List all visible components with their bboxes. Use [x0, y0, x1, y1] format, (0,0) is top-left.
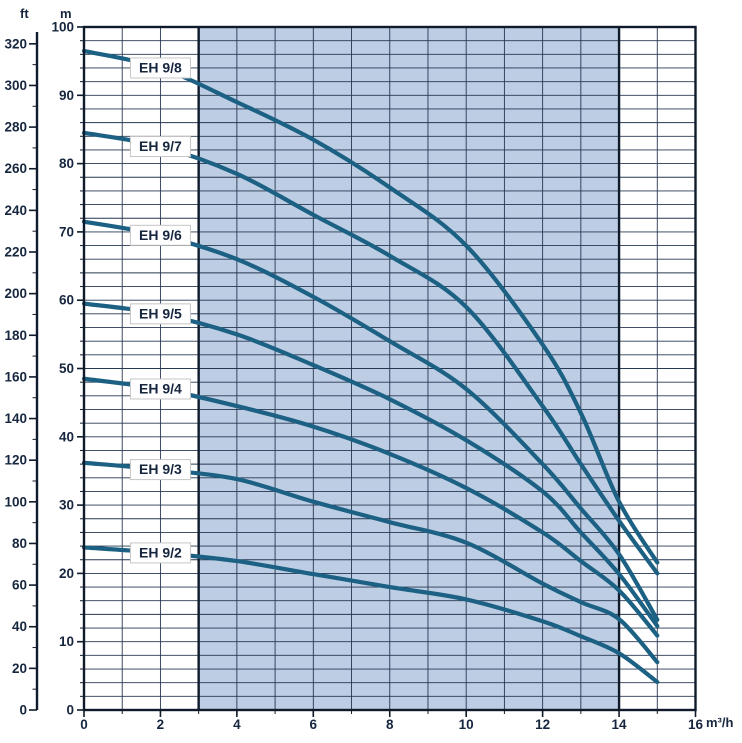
curve-label-eh-9-4: EH 9/4 [139, 380, 182, 396]
ft-axis-tick-label: 0 [19, 703, 27, 718]
curve-eh-9-5 [81, 301, 660, 629]
flow-axis-tick-label: 0 [80, 717, 88, 732]
curve-eh-9-8 [81, 48, 660, 565]
m-axis-tick-label: 80 [59, 156, 74, 171]
curve-eh-9-3 [81, 460, 660, 665]
flow-axis-tick-label: 10 [459, 717, 474, 732]
flow-axis-tick-label: 2 [157, 717, 165, 732]
m-axis-tick-label: 50 [59, 361, 74, 376]
flow-axis-tick-label: 14 [612, 717, 628, 732]
ft-axis-tick-label: 120 [4, 453, 27, 468]
curve-eh-9-7 [81, 130, 660, 576]
flow-axis-tick-label: 6 [310, 717, 318, 732]
ft-axis-tick-label: 300 [4, 78, 27, 93]
ft-axis-tick-label: 220 [4, 245, 27, 260]
ft-axis-tick-label: 160 [4, 369, 27, 384]
m-axis-tick-label: 70 [59, 224, 74, 239]
curve-label-box-eh-9-2 [129, 542, 191, 564]
m-axis-tick-label: 60 [59, 293, 74, 308]
ft-axis-tick-label: 60 [12, 578, 27, 593]
ft-axis-tick-label: 20 [12, 661, 27, 676]
ft-axis-tick-label: 200 [4, 286, 27, 301]
curve-label-eh-9-3: EH 9/3 [139, 461, 182, 477]
m-axis-tick-label: 100 [51, 20, 74, 35]
m-axis-tick-label: 10 [59, 634, 74, 649]
m-axis-unit-label: m [60, 6, 72, 21]
curve-label-box-eh-9-5 [129, 303, 191, 325]
curve-label-box-eh-9-3 [129, 459, 191, 481]
curve-label-box-eh-9-4 [129, 378, 191, 400]
m-axis-tick-label: 90 [59, 88, 74, 103]
curve-label-eh-9-7: EH 9/7 [139, 138, 182, 154]
curve-eh-9-2 [81, 545, 660, 685]
ft-axis-unit-label: ft [20, 6, 29, 21]
ft-axis-tick-label: 100 [4, 494, 27, 509]
flow-axis-unit-label: m³/h [706, 715, 734, 730]
flow-axis-tick-label: 16 [688, 717, 704, 732]
ft-axis-tick-label: 140 [4, 411, 27, 426]
flow-axis-tick-label: 8 [386, 717, 394, 732]
ft-axis-tick-label: 180 [4, 328, 27, 343]
curve-label-eh-9-8: EH 9/8 [139, 59, 182, 75]
curve-label-box-eh-9-8 [129, 57, 191, 79]
curve-label-box-eh-9-7 [129, 136, 191, 158]
ft-axis-tick-label: 240 [4, 203, 27, 218]
curve-label-eh-9-6: EH 9/6 [139, 227, 182, 243]
curve-label-box-eh-9-6 [129, 224, 191, 246]
curve-eh-9-4 [81, 376, 660, 638]
curve-eh-9-6 [81, 219, 660, 622]
curve-label-eh-9-5: EH 9/5 [139, 305, 182, 321]
ft-axis-tick-label: 40 [12, 619, 27, 634]
m-axis-tick-label: 40 [59, 429, 74, 444]
curve-label-eh-9-2: EH 9/2 [139, 544, 182, 560]
m-axis-tick-label: 30 [59, 498, 74, 513]
ft-axis-tick-label: 280 [4, 120, 27, 135]
m-axis-tick-label: 0 [66, 703, 74, 718]
flow-axis-tick-label: 4 [233, 717, 241, 732]
m-axis-tick-label: 20 [59, 566, 74, 581]
ft-axis-tick-label: 320 [4, 36, 27, 51]
flow-axis-tick-label: 12 [535, 717, 550, 732]
ft-axis-tick-label: 80 [12, 536, 27, 551]
ft-axis-tick-label: 260 [4, 161, 27, 176]
